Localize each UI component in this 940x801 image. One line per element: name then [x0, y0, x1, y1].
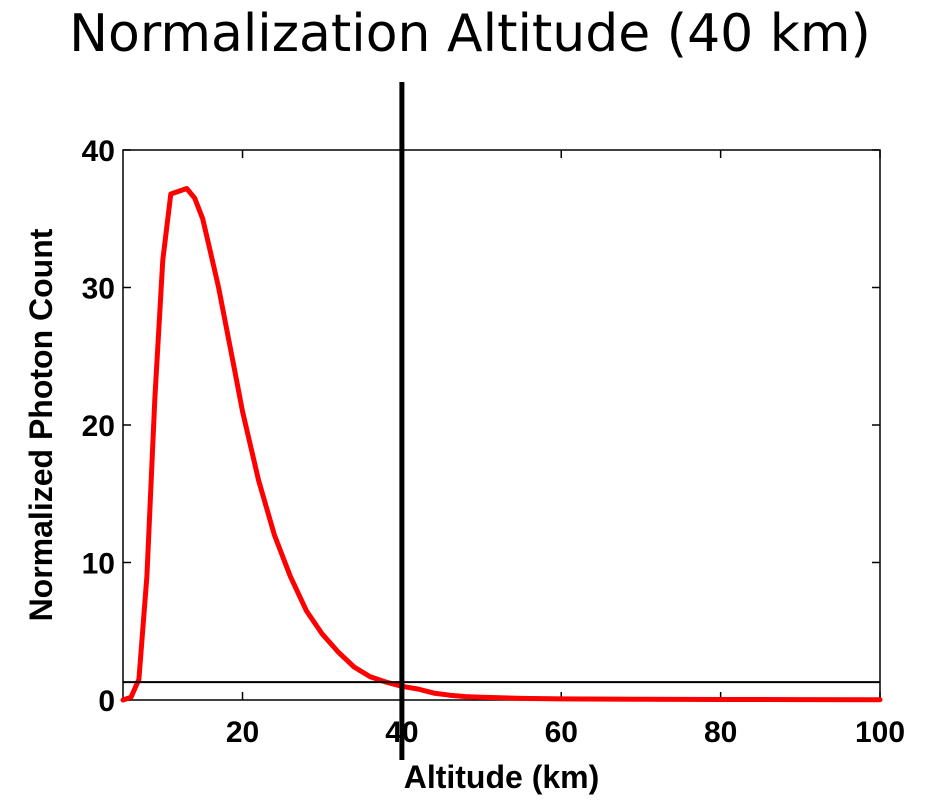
y-tick-label: 0 [98, 685, 115, 718]
x-tick-label: 100 [855, 716, 905, 749]
y-tick-label: 20 [82, 410, 115, 443]
y-axis-label: Normalized Photon Count [23, 228, 59, 621]
series-layer [120, 186, 883, 703]
x-tick-label: 60 [545, 716, 578, 749]
y-tick-label: 10 [82, 548, 115, 581]
y-tick-label: 30 [82, 273, 115, 306]
x-tick-label: 80 [704, 716, 737, 749]
series-line-0 [120, 186, 883, 703]
slide-title: Normalization Altitude (40 km) [69, 4, 871, 64]
plot-frame [122, 149, 881, 701]
y-tick-label: 40 [82, 135, 115, 168]
x-axis-label: Altitude (km) [404, 759, 600, 795]
x-tick-label: 20 [226, 716, 259, 749]
